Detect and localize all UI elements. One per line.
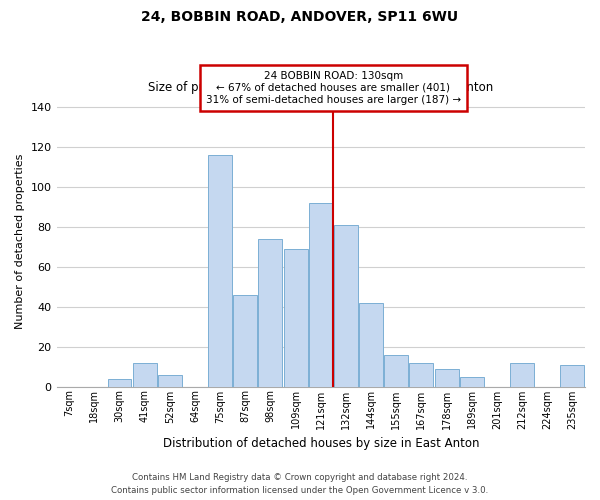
Bar: [107, 378, 131, 386]
Bar: [385, 354, 408, 386]
Bar: [334, 224, 358, 386]
Bar: [158, 374, 182, 386]
Bar: [259, 238, 283, 386]
X-axis label: Distribution of detached houses by size in East Anton: Distribution of detached houses by size …: [163, 437, 479, 450]
Text: 24 BOBBIN ROAD: 130sqm
← 67% of detached houses are smaller (401)
31% of semi-de: 24 BOBBIN ROAD: 130sqm ← 67% of detached…: [206, 72, 461, 104]
Bar: [208, 154, 232, 386]
Y-axis label: Number of detached properties: Number of detached properties: [15, 154, 25, 329]
Bar: [309, 202, 333, 386]
Bar: [359, 302, 383, 386]
Bar: [233, 294, 257, 386]
Bar: [460, 376, 484, 386]
Text: Contains HM Land Registry data © Crown copyright and database right 2024.
Contai: Contains HM Land Registry data © Crown c…: [112, 474, 488, 495]
Bar: [434, 368, 458, 386]
Bar: [284, 248, 308, 386]
Text: 24, BOBBIN ROAD, ANDOVER, SP11 6WU: 24, BOBBIN ROAD, ANDOVER, SP11 6WU: [142, 10, 458, 24]
Bar: [560, 364, 584, 386]
Bar: [510, 362, 534, 386]
Bar: [133, 362, 157, 386]
Title: Size of property relative to detached houses in East Anton: Size of property relative to detached ho…: [148, 81, 493, 94]
Bar: [409, 362, 433, 386]
